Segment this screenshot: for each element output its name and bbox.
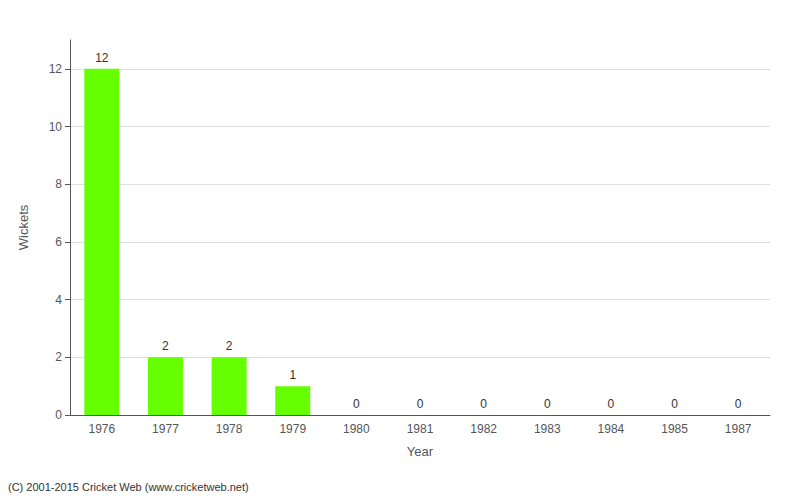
svg-text:1976: 1976 bbox=[88, 422, 115, 436]
svg-text:6: 6 bbox=[55, 235, 62, 249]
svg-text:Wickets: Wickets bbox=[16, 204, 31, 250]
svg-text:1980: 1980 bbox=[343, 422, 370, 436]
svg-text:(C) 2001-2015 Cricket Web (www: (C) 2001-2015 Cricket Web (www.cricketwe… bbox=[8, 481, 249, 493]
svg-text:4: 4 bbox=[55, 293, 62, 307]
svg-text:0: 0 bbox=[735, 397, 742, 411]
svg-text:12: 12 bbox=[49, 62, 63, 76]
svg-text:Year: Year bbox=[407, 444, 434, 459]
svg-text:1978: 1978 bbox=[216, 422, 243, 436]
svg-text:1981: 1981 bbox=[407, 422, 434, 436]
svg-text:10: 10 bbox=[49, 120, 63, 134]
svg-text:0: 0 bbox=[480, 397, 487, 411]
svg-text:1979: 1979 bbox=[279, 422, 306, 436]
svg-text:2: 2 bbox=[55, 350, 62, 364]
svg-text:0: 0 bbox=[417, 397, 424, 411]
svg-text:2: 2 bbox=[226, 339, 233, 353]
svg-text:8: 8 bbox=[55, 177, 62, 191]
svg-text:1977: 1977 bbox=[152, 422, 179, 436]
svg-text:1987: 1987 bbox=[725, 422, 752, 436]
svg-text:1982: 1982 bbox=[470, 422, 497, 436]
svg-text:0: 0 bbox=[608, 397, 615, 411]
svg-text:0: 0 bbox=[353, 397, 360, 411]
svg-text:1984: 1984 bbox=[598, 422, 625, 436]
svg-text:1: 1 bbox=[289, 368, 296, 382]
svg-text:12: 12 bbox=[95, 51, 109, 65]
svg-text:0: 0 bbox=[671, 397, 678, 411]
svg-text:1983: 1983 bbox=[534, 422, 561, 436]
svg-text:0: 0 bbox=[544, 397, 551, 411]
svg-text:1985: 1985 bbox=[661, 422, 688, 436]
svg-text:2: 2 bbox=[162, 339, 169, 353]
svg-text:0: 0 bbox=[55, 408, 62, 422]
